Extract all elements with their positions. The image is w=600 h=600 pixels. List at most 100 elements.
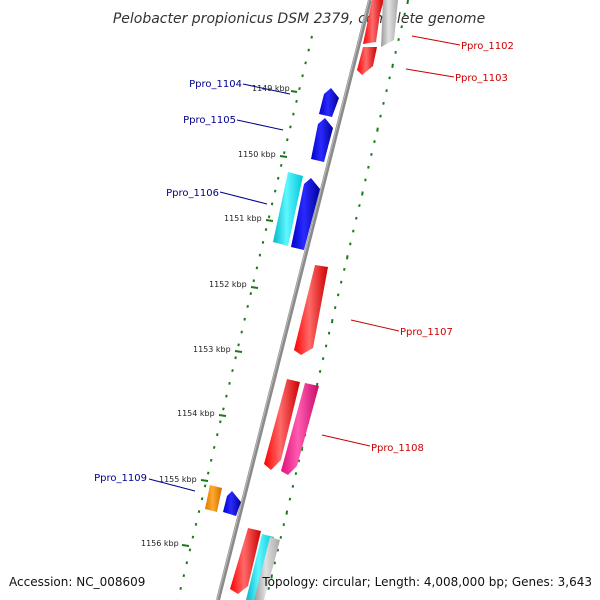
map-title: Pelobacter propionicus DSM 2379, complet… bbox=[113, 11, 485, 27]
minor-tick bbox=[212, 445, 216, 449]
minor-tick bbox=[231, 369, 234, 373]
gene-bottom-red-arrow[interactable] bbox=[230, 528, 261, 594]
gene-label-ppro-1108[interactable]: Ppro_1108 bbox=[371, 443, 424, 454]
gene-ppro-1102b-arrow[interactable] bbox=[381, 0, 398, 47]
minor-tick bbox=[400, 25, 403, 29]
minor-tick bbox=[370, 152, 373, 156]
minor-tick bbox=[222, 407, 225, 411]
minor-tick bbox=[270, 574, 273, 579]
gene-ppro-1106-arrow[interactable] bbox=[273, 172, 303, 246]
gene-ppro-1106b-arrow[interactable] bbox=[291, 178, 320, 250]
minor-tick bbox=[276, 176, 280, 180]
minor-tick bbox=[264, 228, 268, 232]
minor-tick bbox=[240, 330, 243, 334]
gene-label-ppro-1102[interactable]: Ppro_1102 bbox=[461, 41, 514, 52]
minor-tick bbox=[282, 523, 286, 527]
minor-tick bbox=[194, 522, 198, 526]
minor-tick bbox=[352, 229, 355, 233]
leader-line bbox=[321, 434, 371, 447]
minor-tick bbox=[394, 50, 397, 54]
kbp-tick-mark bbox=[250, 286, 259, 289]
gene-label-ppro-1106[interactable]: Ppro_1106 bbox=[166, 188, 219, 199]
gene-labels: Ppro_1102 Ppro_1103 Ppro_1104 Ppro_1105 … bbox=[94, 35, 514, 492]
minor-tick bbox=[209, 458, 213, 462]
minor-tick bbox=[301, 74, 304, 78]
gene-ppro-1107-arrow[interactable] bbox=[294, 265, 328, 355]
minor-tick bbox=[304, 61, 307, 65]
leader-line bbox=[236, 119, 284, 131]
minor-tick bbox=[300, 446, 304, 451]
accession-label: Accession: NC_008609 bbox=[9, 575, 145, 589]
minor-tick bbox=[185, 561, 189, 565]
minor-tick bbox=[179, 586, 182, 590]
gene-ppro-1102-arrow[interactable] bbox=[363, 0, 384, 44]
minor-tick bbox=[234, 356, 237, 360]
minor-tick bbox=[197, 510, 201, 514]
minor-tick bbox=[330, 318, 334, 324]
minor-tick bbox=[403, 12, 406, 16]
kbp-tick-mark bbox=[279, 155, 288, 158]
minor-tick bbox=[333, 306, 337, 310]
minor-tick bbox=[279, 535, 283, 539]
gene-label-ppro-1105[interactable]: Ppro_1105 bbox=[183, 115, 236, 126]
kbp-tick-label: 1149 kbp bbox=[252, 84, 290, 93]
minor-tick bbox=[219, 420, 222, 424]
gene-ppro-1109b-arrow[interactable] bbox=[223, 491, 241, 516]
gene-ppro-1104-arrow[interactable] bbox=[319, 88, 339, 117]
leader-line bbox=[350, 319, 400, 332]
minor-tick bbox=[286, 138, 289, 142]
minor-tick bbox=[182, 574, 186, 578]
gene-label-ppro-1104[interactable]: Ppro_1104 bbox=[189, 79, 242, 90]
gene-ppro-1105-arrow[interactable] bbox=[311, 118, 333, 162]
minor-tick bbox=[397, 38, 400, 42]
minor-tick bbox=[279, 163, 283, 167]
minor-tick bbox=[364, 178, 367, 182]
minor-tick bbox=[339, 280, 343, 284]
minor-tick bbox=[216, 433, 219, 437]
minor-tick bbox=[291, 484, 295, 488]
minor-tick bbox=[406, 0, 409, 5]
minor-tick bbox=[343, 267, 346, 271]
kbp-tick-label: 1155 kbp bbox=[159, 475, 197, 484]
gene-bottom-grey-arrow[interactable] bbox=[254, 537, 280, 600]
kbp-tick-label: 1151 kbp bbox=[224, 214, 262, 223]
minor-tick bbox=[246, 304, 249, 308]
minor-tick bbox=[191, 535, 195, 539]
minor-tick bbox=[336, 293, 340, 297]
gene-label-ppro-1109[interactable]: Ppro_1109 bbox=[94, 473, 147, 484]
kbp-tick-label: 1154 kbp bbox=[177, 409, 215, 418]
minor-tick bbox=[376, 127, 379, 132]
minor-tick bbox=[243, 317, 246, 321]
kbp-tick-mark bbox=[200, 479, 209, 482]
gene-ppro-1108-arrow[interactable] bbox=[281, 383, 319, 475]
gene-label-ppro-1103[interactable]: Ppro_1103 bbox=[455, 73, 508, 84]
minor-tick bbox=[225, 394, 228, 398]
minor-tick bbox=[258, 253, 262, 257]
minor-tick bbox=[283, 151, 286, 155]
minor-tick bbox=[228, 381, 231, 385]
minor-tick bbox=[188, 548, 192, 552]
minor-tick bbox=[391, 63, 394, 68]
minor-tick bbox=[255, 266, 259, 270]
kbp-tick-mark bbox=[181, 544, 190, 547]
minor-tick bbox=[385, 89, 388, 93]
minor-tick bbox=[288, 497, 292, 501]
minor-tick bbox=[324, 344, 328, 348]
gene-ppro-1103-arrow[interactable] bbox=[357, 47, 377, 75]
minor-tick bbox=[358, 204, 361, 208]
gene-label-ppro-1107[interactable]: Ppro_1107 bbox=[400, 327, 453, 338]
gene-ppro-1108a-arrow[interactable] bbox=[264, 379, 300, 470]
kbp-tick-label: 1153 kbp bbox=[193, 345, 231, 354]
leader-line bbox=[242, 83, 291, 95]
minor-tick bbox=[252, 279, 256, 283]
minor-tick bbox=[289, 125, 292, 129]
minor-tick bbox=[206, 471, 210, 475]
minor-tick bbox=[294, 472, 298, 476]
minor-tick bbox=[276, 548, 280, 552]
leader-line bbox=[405, 68, 455, 78]
gene-ppro-1109-arrow[interactable] bbox=[205, 485, 222, 512]
genome-backbone-highlight bbox=[216, 0, 370, 600]
genome-summary-label: Topology: circular; Length: 4,008,000 bp… bbox=[261, 575, 592, 589]
minor-tick bbox=[367, 165, 370, 169]
